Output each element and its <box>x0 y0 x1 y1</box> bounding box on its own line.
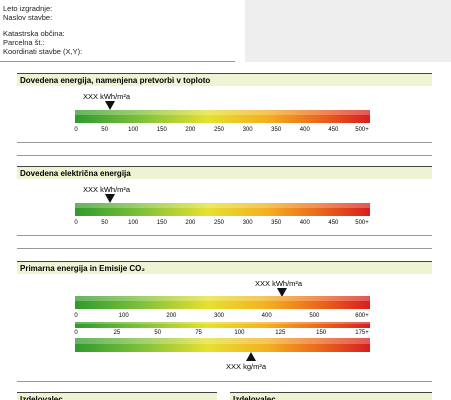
scale-label: 150 <box>156 220 167 226</box>
scale-label: 100 <box>128 220 139 226</box>
scale-label: 125 <box>275 330 286 336</box>
section-header: Dovedena električna energija <box>17 166 432 179</box>
scale-bar <box>75 203 370 216</box>
scale-label: 500 <box>309 313 320 319</box>
marker-label: XXX kWh/m²a <box>255 279 303 288</box>
scale-label: 150 <box>156 127 167 133</box>
scale-label: 450 <box>328 127 339 133</box>
rule <box>17 248 432 249</box>
scale-label: 50 <box>101 220 108 226</box>
scale-label: 25 <box>113 330 121 336</box>
field: Parcelna št.: <box>3 38 45 47</box>
field: Katastrska občina: <box>3 29 65 38</box>
scale-label: 200 <box>166 313 177 319</box>
rule <box>17 235 432 236</box>
rule <box>17 155 432 156</box>
scale-bar <box>75 322 370 328</box>
scale-label: 200 <box>185 220 196 226</box>
scale-label: 100 <box>234 330 245 336</box>
field: Koordinati stavbe (X,Y): <box>3 47 83 56</box>
marker-label: XXX kWh/m²a <box>83 92 131 101</box>
marker-label: XXX kg/m²a <box>226 362 267 371</box>
scale-label: 250 <box>213 220 225 226</box>
marker <box>246 352 256 361</box>
scale-label: 600+ <box>355 313 369 319</box>
marker <box>105 101 115 110</box>
section-header: Izdelovalec <box>230 392 432 400</box>
marker <box>277 288 287 297</box>
scale-label: 0 <box>74 220 78 226</box>
section-header: Primarna energija in Emisije CO₂ <box>17 261 432 274</box>
section-header: Izdelovalec <box>17 392 217 400</box>
scale-bar <box>75 338 370 352</box>
marker-label: XXX kWh/m²a <box>83 185 131 194</box>
rule <box>17 381 432 382</box>
scale-label: 300 <box>242 127 253 133</box>
scale-label: 450 <box>328 220 339 226</box>
scale-label: 300 <box>242 220 253 226</box>
scale-label: 400 <box>261 313 272 319</box>
field: Leto izgradnje: <box>3 4 53 13</box>
scale-label: 75 <box>195 330 202 336</box>
scale-label: 400 <box>299 127 310 133</box>
rule <box>0 61 235 62</box>
marker <box>105 194 115 203</box>
scale-label: 0 <box>74 330 78 336</box>
scale-label: 350 <box>271 220 282 226</box>
scale-label: 400 <box>299 220 310 226</box>
scale-label: 250 <box>213 127 225 133</box>
section-header: Dovedena energija, namenjena pretvorbi v… <box>17 73 432 86</box>
scale-label: 100 <box>128 127 139 133</box>
info-box <box>245 0 451 62</box>
rule <box>17 142 432 143</box>
scale-label: 500+ <box>355 127 369 133</box>
scale-label: 500+ <box>355 220 369 226</box>
scale-bar <box>75 296 370 309</box>
scale-label: 50 <box>101 127 108 133</box>
scale-label: 300 <box>213 313 225 319</box>
scale-label: 50 <box>154 330 162 336</box>
scale-label: 150 <box>316 330 327 336</box>
scale-label: 175+ <box>355 330 369 336</box>
scale-bar <box>75 110 370 123</box>
scale-label: 100 <box>118 313 129 319</box>
scale-label: 350 <box>271 127 282 133</box>
scale-label: 0 <box>74 313 78 319</box>
scale-label: 0 <box>74 127 78 133</box>
scale-label: 200 <box>185 127 196 133</box>
field: Naslov stavbe: <box>3 13 53 22</box>
